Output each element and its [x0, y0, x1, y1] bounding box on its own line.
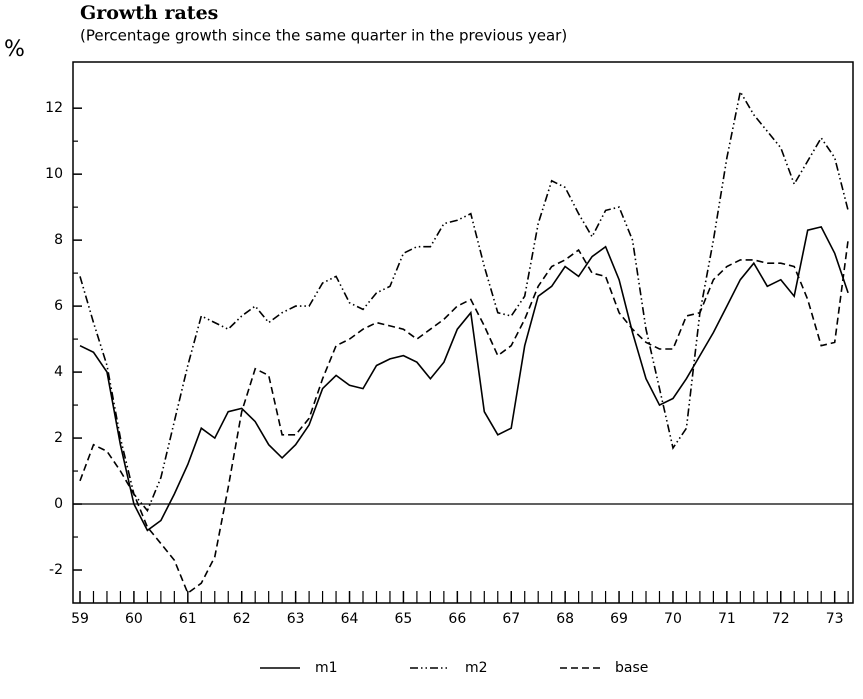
- y-tick-label: 12: [45, 100, 63, 116]
- legend-label: m1: [315, 660, 338, 676]
- line-base: [79, 239, 849, 595]
- y-tick-label: -2: [49, 562, 63, 578]
- x-tick-label: 73: [826, 611, 844, 627]
- x-tick-label: 62: [233, 611, 251, 627]
- line-m1: [79, 225, 849, 532]
- x-tick-label: 59: [71, 611, 89, 627]
- x-tick-label: 66: [448, 611, 466, 627]
- legend-label: base: [615, 660, 648, 676]
- x-tick-label: 70: [664, 611, 682, 627]
- x-tick-label: 71: [718, 611, 736, 627]
- x-tick-label: 72: [772, 611, 790, 627]
- y-tick-label: 6: [54, 298, 63, 314]
- chart-subtitle: (Percentage growth since the same quarte…: [80, 27, 567, 45]
- plot-frame: [72, 61, 854, 604]
- y-tick-label: 4: [54, 364, 63, 380]
- x-tick-label: 68: [556, 611, 574, 627]
- x-tick-label: 63: [287, 611, 305, 627]
- x-tick-label: 61: [179, 611, 197, 627]
- line-m2: [79, 89, 849, 513]
- legend-label: m2: [465, 660, 488, 676]
- chart-title: Growth rates: [80, 2, 218, 24]
- x-tick-label: 69: [610, 611, 628, 627]
- x-tick-label: 65: [395, 611, 413, 627]
- y-tick-label: 8: [54, 232, 63, 248]
- y-tick-label: 2: [54, 430, 63, 446]
- y-tick-label: 10: [45, 166, 63, 182]
- x-tick-label: 64: [341, 611, 359, 627]
- y-tick-label: 0: [54, 496, 63, 512]
- x-tick-label: 60: [125, 611, 143, 627]
- y-axis-label: %: [4, 37, 25, 62]
- x-tick-label: 67: [502, 611, 520, 627]
